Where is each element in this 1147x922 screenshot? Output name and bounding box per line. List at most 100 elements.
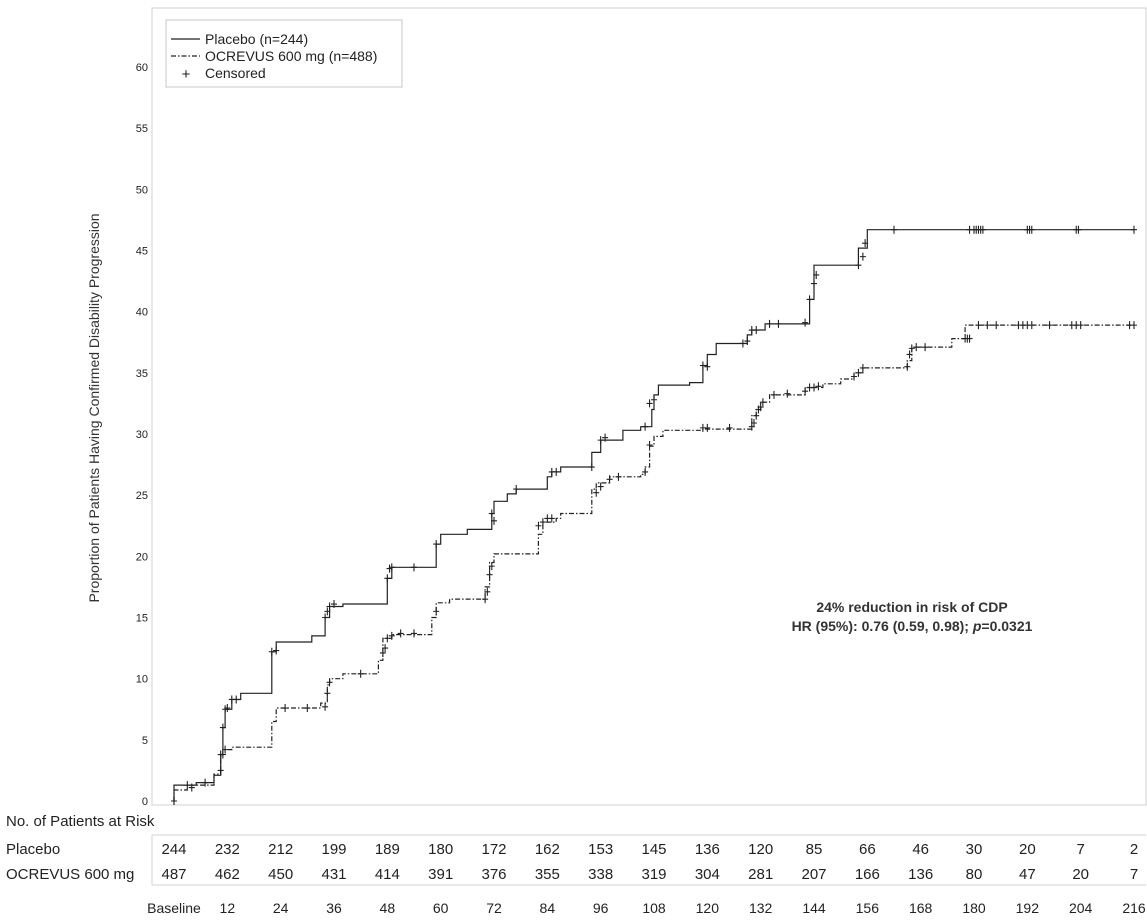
censored-marker-ocrevus	[357, 669, 364, 678]
x-tick-label: 72	[486, 900, 502, 916]
censored-marker-ocrevus	[1028, 321, 1035, 330]
risk-cell: 212	[268, 841, 293, 858]
censored-marker-ocrevus	[859, 363, 866, 372]
censored-marker-ocrevus	[906, 350, 913, 359]
legend-censored-label: Censored	[205, 65, 266, 81]
censored-marker-placebo	[642, 422, 649, 431]
y-tick-label: 10	[136, 674, 148, 686]
censored-marker-ocrevus	[975, 321, 982, 330]
risk-cell: 85	[806, 841, 823, 858]
censored-marker-ocrevus	[433, 607, 440, 616]
risk-cell: 2	[1130, 841, 1138, 858]
censored-marker-placebo	[806, 295, 813, 304]
censored-marker-placebo	[326, 602, 333, 611]
censored-marker-ocrevus	[384, 634, 391, 643]
risk-cell: 281	[748, 866, 773, 883]
censored-marker-ocrevus	[171, 797, 177, 805]
censored-marker-ocrevus	[815, 382, 822, 391]
censored-marker-placebo	[597, 436, 604, 445]
legend-placebo-label: Placebo (n=244)	[205, 31, 308, 47]
censored-marker-ocrevus	[388, 631, 395, 640]
y-tick-label: 60	[136, 62, 148, 74]
risk-row-label: Placebo	[6, 841, 60, 858]
risk-cell: 319	[641, 866, 666, 883]
y-axis-label: Proportion of Patients Having Confirmed …	[86, 213, 102, 602]
annotation-hr: HR (95%): 0.76 (0.59, 0.98);	[792, 618, 973, 634]
y-axis: 0 5 10 15 20 25 30 35 40 45 50 55 60	[136, 62, 148, 808]
x-tick-label: 108	[642, 900, 666, 916]
risk-cell: 487	[161, 866, 186, 883]
risk-cell: 166	[855, 866, 880, 883]
risk-cell: 376	[481, 866, 506, 883]
censored-marker-placebo	[766, 319, 773, 328]
censored-marker-placebo	[602, 433, 609, 442]
censored-marker-placebo	[202, 778, 209, 787]
censored-marker-ocrevus	[411, 629, 417, 638]
x-tick-label: 156	[856, 900, 880, 916]
risk-cell: 46	[912, 841, 929, 858]
risk-cell: 30	[966, 841, 983, 858]
risk-cell: 199	[321, 841, 346, 858]
censored-marker-ocrevus	[322, 702, 329, 711]
censored-marker-ocrevus	[922, 343, 929, 352]
risk-cell: 189	[375, 841, 400, 858]
censored-marker-ocrevus	[397, 629, 404, 638]
censored-marker-ocrevus	[753, 411, 760, 420]
risk-cell: 450	[268, 866, 293, 883]
annotation-p-value: =0.0321	[981, 618, 1032, 634]
censored-marker-ocrevus	[904, 362, 911, 371]
y-tick-label: 35	[136, 368, 148, 380]
censored-marker-placebo	[739, 339, 746, 348]
x-axis: Baseline 12 24 36 48 60 72 84 96 108 120 132 144 156 1…	[147, 900, 1146, 916]
y-tick-label: 50	[136, 184, 148, 196]
risk-cells: 244 232 212 199 189 180 172 162 153 145 136 120 85 66…	[161, 841, 1138, 883]
censored-marker-ocrevus	[908, 344, 915, 353]
risk-cell: 47	[1019, 866, 1036, 883]
censored-marker-ocrevus	[188, 783, 195, 792]
censored-marker-placebo	[862, 239, 869, 248]
y-tick-label: 40	[136, 307, 148, 319]
risk-cell: 136	[695, 841, 720, 858]
censored-marker-placebo	[704, 362, 711, 371]
censored-marker-ocrevus	[811, 383, 817, 392]
censored-marker-ocrevus	[282, 704, 289, 713]
censored-marker-ocrevus	[802, 387, 809, 396]
risk-cell: 7	[1076, 841, 1084, 858]
plot-frame	[151, 7, 1147, 806]
censored-marker-placebo	[775, 319, 782, 328]
censored-marker-ocrevus	[482, 595, 489, 604]
risk-cell: 304	[695, 866, 720, 883]
censored-marker-ocrevus	[535, 521, 542, 530]
risk-cell: 145	[641, 841, 666, 858]
censored-marker-ocrevus	[993, 321, 1000, 330]
censored-marker-placebo	[855, 261, 862, 270]
risk-cell: 162	[535, 841, 560, 858]
risk-cell: 355	[535, 866, 560, 883]
risk-cell: 244	[161, 841, 186, 858]
y-tick-label: 30	[136, 429, 148, 441]
risk-cell: 391	[428, 866, 453, 883]
risk-cell: 80	[966, 866, 983, 883]
censored-marker-placebo	[1028, 225, 1035, 234]
x-tick-label: 192	[1016, 900, 1040, 916]
x-tick-label: 60	[433, 900, 449, 916]
censored-marker-ocrevus	[751, 418, 757, 427]
series-line-placebo	[173, 229, 1134, 801]
x-tick-label: Baseline	[147, 900, 201, 916]
x-tick-label: 48	[380, 900, 396, 916]
censored-marker-placebo	[859, 252, 866, 261]
censored-marker-ocrevus	[382, 644, 389, 653]
x-tick-label: 12	[220, 900, 236, 916]
annotation-line-1: 24% reduction in risk of CDP	[816, 599, 1007, 615]
x-tick-label: 96	[593, 900, 609, 916]
censored-marker-ocrevus	[855, 368, 862, 377]
risk-cell: 7	[1130, 866, 1138, 883]
censored-marker-ocrevus	[1077, 321, 1084, 330]
x-tick-label: 84	[540, 900, 556, 916]
risk-cell: 172	[481, 841, 506, 858]
risk-cell: 414	[375, 866, 400, 883]
censored-marker-ocrevus	[1046, 321, 1053, 330]
annotation-p-symbol: p	[972, 618, 982, 634]
censored-marker-placebo	[651, 395, 657, 404]
censored-marker-placebo	[411, 563, 417, 572]
